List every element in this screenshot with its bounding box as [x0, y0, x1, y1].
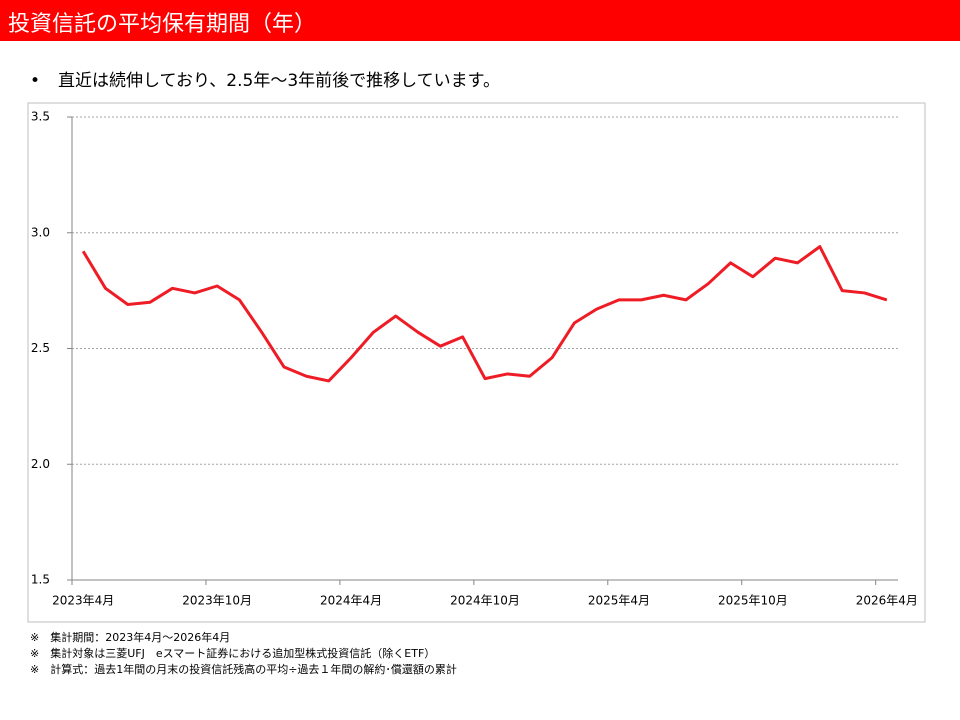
y-tick-label: 3.0: [31, 225, 50, 239]
x-tick-label: 2023年4月: [52, 594, 114, 608]
chart: 1.5 2.0 2.5 3.0 3.5 2023年4月 2023年10月 2024年4月 202…: [27, 102, 926, 623]
series-line: [81, 245, 888, 383]
bullet-dot: •: [30, 71, 41, 91]
footnote: ※ 計算式：過去1年間の月末の投資信託残高の平均÷過去１年間の解約･償還額の累計: [30, 663, 457, 676]
y-tick-label: 3.5: [31, 110, 50, 124]
x-tick-label: 2024年4月: [320, 594, 382, 608]
title-bar: 投資信託の平均保有期間（年）: [0, 0, 960, 41]
y-tick-label: 2.0: [31, 457, 50, 471]
page-title: 投資信託の平均保有期間（年）: [8, 12, 317, 37]
bullet-row: • 直近は続伸しており、2.5年～3年前後で推移しています。: [30, 66, 500, 91]
x-tick-label: 2025年4月: [588, 594, 650, 608]
chart-frame: [27, 102, 926, 623]
x-tick-label: 2025年10月: [718, 594, 788, 608]
bullet-text: 直近は続伸しており、2.5年～3年前後で推移しています。: [58, 71, 500, 91]
x-tick-label: 2023年10月: [182, 594, 252, 608]
y-tick-label: 1.5: [31, 573, 50, 587]
x-tick-label: 2024年10月: [450, 594, 520, 608]
y-tick-label: 2.5: [31, 341, 50, 355]
x-tick-label: 2026年4月: [856, 594, 918, 608]
footnote: ※ 集計対象は三菱UFJ eスマート証券における追加型株式投資信託（除くETF）: [30, 647, 436, 660]
footnote: ※ 集計期間：2023年4月～2026年4月: [30, 631, 231, 644]
